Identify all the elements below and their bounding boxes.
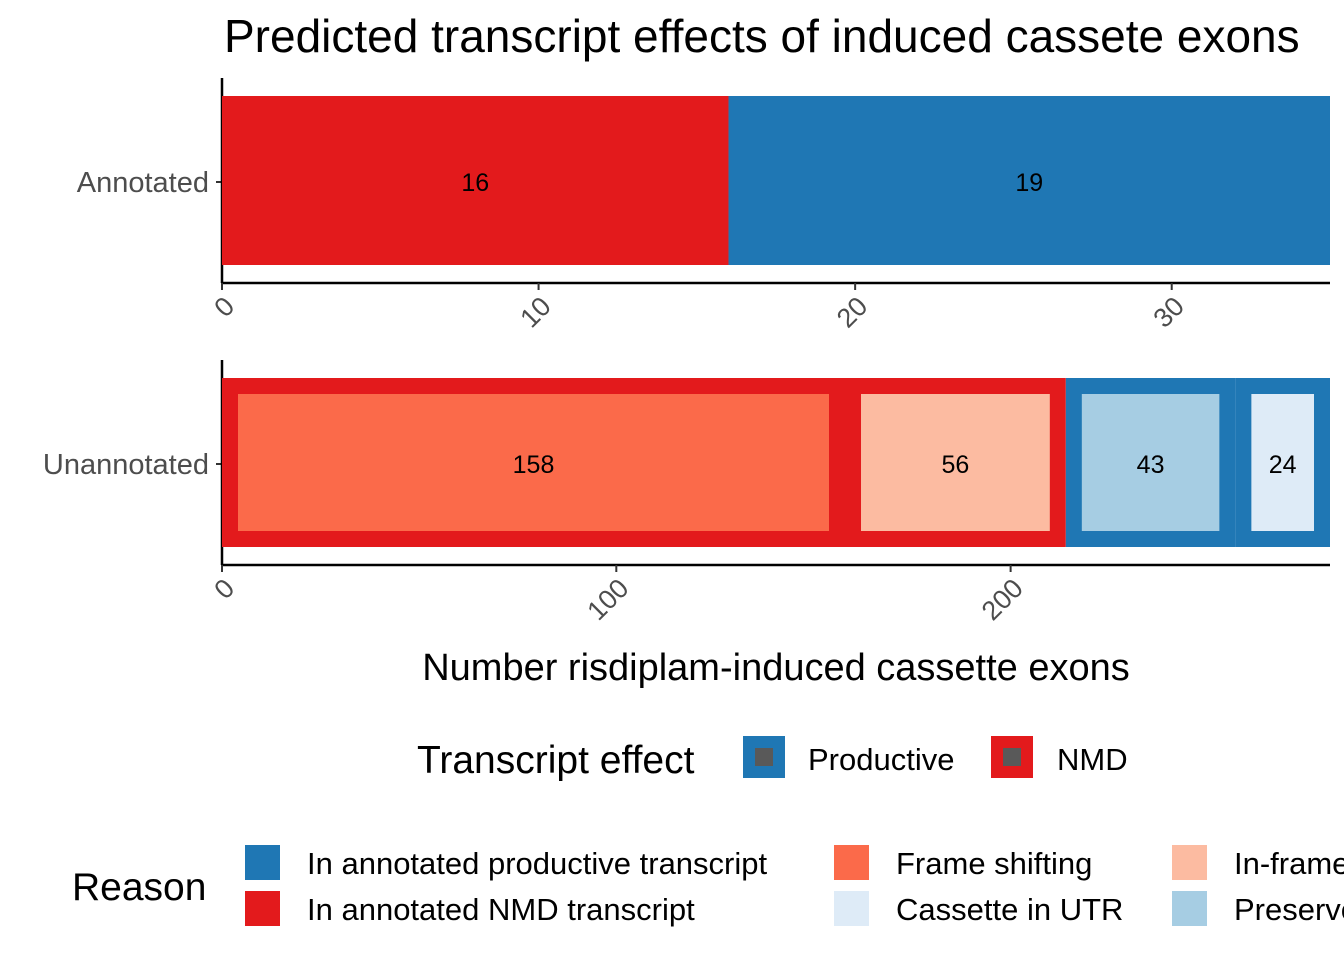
legend-key-preserves-reading-frame <box>1172 891 1207 926</box>
x-tick-label: 30 <box>1147 291 1189 333</box>
bar-value-label: 19 <box>1015 169 1043 197</box>
x-tick-label: 20 <box>831 291 873 333</box>
bar-unannotated-in-frame-stop-codon <box>845 378 1066 547</box>
legend-label-in-frame-stop-codon: In-frame stop codon <box>1234 846 1344 881</box>
bar-annotated-in-annotated-productive-transcript <box>728 96 1330 265</box>
panel-annotated: Annotated 16 19 0 10 20 30 <box>77 78 1330 333</box>
bar-value-label: 56 <box>942 451 970 479</box>
x-tick-group: 0 100 200 <box>208 565 1029 626</box>
x-axis-title: Number risdiplam-induced cassette exons <box>422 647 1130 689</box>
x-tick-group: 0 10 20 30 <box>208 283 1190 333</box>
legend-title-reason: Reason <box>72 866 206 909</box>
bar-value-label: 43 <box>1137 451 1165 479</box>
legend-key-in-frame-stop-codon <box>1172 845 1207 880</box>
legend-label-in-annotated-nmd-transcript: In annotated NMD transcript <box>307 892 695 927</box>
x-tick-label: 0 <box>208 291 240 323</box>
legend-key-productive <box>743 736 785 778</box>
bar-group <box>222 96 1330 265</box>
legend-key-cassette-in-utr <box>834 891 869 926</box>
legend-label-productive: Productive <box>808 742 954 777</box>
bar-group <box>222 378 1331 547</box>
legend-transcript-effect: Transcript effect Productive NMD <box>417 736 1128 782</box>
legend-key-nmd <box>991 736 1033 778</box>
category-label-unannotated: Unannotated <box>43 449 209 481</box>
x-tick-label: 10 <box>514 291 556 333</box>
panel-unannotated: Unannotated 158 56 43 24 0 100 200 <box>43 360 1331 626</box>
bar-unannotated-preserves-reading-frame <box>1065 378 1236 547</box>
bar-label-group: 158 56 43 24 <box>513 451 1297 479</box>
bar-value-label: 158 <box>513 451 555 479</box>
bar-value-label: 16 <box>461 169 489 197</box>
x-tick-label: 100 <box>581 573 634 626</box>
legend-key-in-annotated-nmd-transcript <box>245 891 280 926</box>
legend-reason: Reason In annotated productive transcrip… <box>72 845 1344 927</box>
bar-annotated-in-annotated-nmd-transcript <box>222 96 729 265</box>
bar-unannotated-cassette-in-utr <box>1235 378 1331 547</box>
legend-label-nmd: NMD <box>1057 742 1128 777</box>
bar-value-label: 24 <box>1269 451 1297 479</box>
legend-key-frame-shifting <box>834 845 869 880</box>
chart-title: Predicted transcript effects of induced … <box>224 10 1300 62</box>
category-label-annotated: Annotated <box>77 167 209 199</box>
x-tick-label: 0 <box>208 573 240 605</box>
legend-key-in-annotated-productive-transcript <box>245 845 280 880</box>
bar-unannotated-frame-shifting <box>222 378 846 547</box>
legend-label-in-annotated-productive-transcript: In annotated productive transcript <box>307 846 767 881</box>
x-tick-label: 200 <box>976 573 1029 626</box>
legend-title-effect: Transcript effect <box>417 739 695 782</box>
legend-label-cassette-in-utr: Cassette in UTR <box>896 892 1123 927</box>
legend-label-preserves-reading-frame: Preserves reading frame <box>1234 892 1344 927</box>
legend-label-frame-shifting: Frame shifting <box>896 846 1092 881</box>
bar-label-group: 16 19 <box>461 169 1043 197</box>
